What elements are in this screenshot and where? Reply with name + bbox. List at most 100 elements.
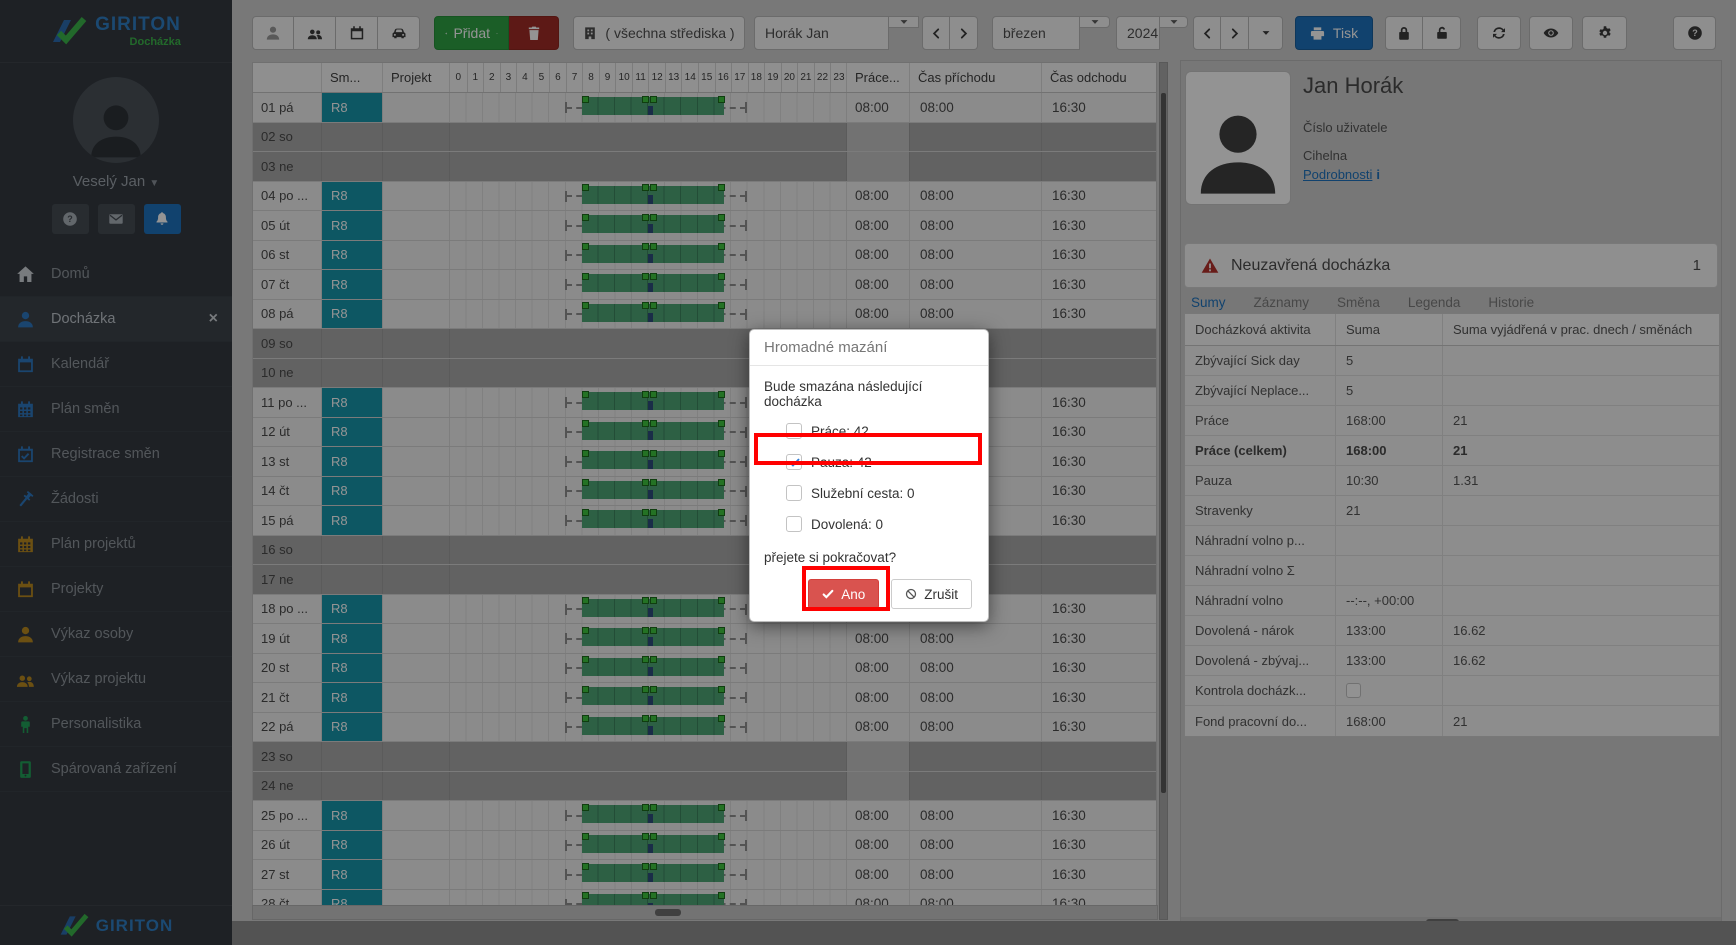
table-row-day-5[interactable]: 05 út R8 08:00 08:00 16:30: [253, 211, 1156, 241]
shift-badge[interactable]: R8: [322, 270, 382, 299]
add-button[interactable]: Přidat: [434, 16, 509, 50]
shift-badge[interactable]: R8: [322, 594, 382, 623]
shift-badge[interactable]: R8: [322, 476, 382, 505]
quick-envelope-button[interactable]: [97, 204, 135, 234]
sidebar-item-projekty[interactable]: Projekty: [0, 567, 232, 612]
timeline-cell[interactable]: [449, 535, 846, 564]
period-options-button[interactable]: [1249, 16, 1283, 50]
shift-badge[interactable]: R8: [322, 624, 382, 653]
shift-badge[interactable]: R8: [322, 93, 382, 122]
shift-badge[interactable]: R8: [322, 388, 382, 417]
timeline-cell[interactable]: [449, 122, 846, 151]
timeline-cell[interactable]: [449, 771, 846, 800]
table-row-day-22[interactable]: 22 pá R8 08:00 08:00 16:30: [253, 712, 1156, 742]
table-row-day-27[interactable]: 27 st R8 08:00 08:00 16:30: [253, 860, 1156, 890]
view-people-button[interactable]: [294, 16, 336, 50]
tab-zaznamy[interactable]: Záznamy: [1253, 295, 1310, 310]
table-row-day-4[interactable]: 04 po ... R8 08:00 08:00 16:30: [253, 181, 1156, 211]
refresh-button[interactable]: [1477, 16, 1521, 50]
person-next-button[interactable]: [950, 16, 978, 50]
person-select[interactable]: Horák Jan: [754, 16, 889, 50]
sidebar-item-personalistika[interactable]: Personalistika: [0, 702, 232, 747]
period-prev-button[interactable]: [1193, 16, 1221, 50]
help-button[interactable]: ?: [1673, 16, 1716, 50]
table-row-day-8[interactable]: 08 pá R8 08:00 08:00 16:30: [253, 299, 1156, 329]
shift-badge[interactable]: R8: [322, 506, 382, 535]
timeline-cell[interactable]: [449, 565, 846, 594]
table-row-day-25[interactable]: 25 po ... R8 08:00 08:00 16:30: [253, 801, 1156, 831]
view-calendar-button[interactable]: [336, 16, 378, 50]
close-icon[interactable]: ×: [208, 310, 218, 327]
shift-badge[interactable]: R8: [322, 447, 382, 476]
timeline-cell[interactable]: [449, 152, 846, 181]
checkbox-unchecked[interactable]: [786, 516, 802, 532]
horizontal-scrollbar[interactable]: [252, 905, 1158, 920]
shift-badge[interactable]: R8: [322, 299, 382, 328]
strediska-filter-button[interactable]: ( všechna střediska ): [573, 16, 745, 50]
sidebar-item-vykaz-osoby[interactable]: Výkaz osoby: [0, 612, 232, 657]
timeline-cell[interactable]: [449, 683, 846, 712]
timeline-cell[interactable]: [449, 624, 846, 653]
table-row-day-7[interactable]: 07 čt R8 08:00 08:00 16:30: [253, 270, 1156, 300]
sidebar-item-dochazka[interactable]: Docházka ×: [0, 297, 232, 342]
sidebar-item-plan-smen[interactable]: Plán směn: [0, 387, 232, 432]
table-row-day-1[interactable]: 01 pá R8 08:00 08:00 16:30: [253, 93, 1156, 123]
table-row-day-24[interactable]: 24 ne: [253, 771, 1156, 801]
vertical-scrollbar-thumb[interactable]: [1161, 93, 1166, 793]
checkbox-checked[interactable]: [786, 454, 802, 470]
timeline-cell[interactable]: [449, 93, 846, 122]
table-row-day-6[interactable]: 06 st R8 08:00 08:00 16:30: [253, 240, 1156, 270]
settings-button[interactable]: [1582, 16, 1627, 50]
sidebar-item-zadosti[interactable]: Žádosti: [0, 477, 232, 522]
checkbox-unchecked[interactable]: [786, 485, 802, 501]
tab-historie[interactable]: Historie: [1488, 295, 1535, 310]
period-next-button[interactable]: [1221, 16, 1249, 50]
year-select-caret[interactable]: [1160, 16, 1188, 28]
summary-checkbox[interactable]: [1346, 683, 1361, 698]
timeline-cell[interactable]: [449, 211, 846, 240]
timeline-cell[interactable]: [449, 240, 846, 269]
current-user-menu[interactable]: Veselý Jan ▼: [0, 173, 232, 190]
tab-legenda[interactable]: Legenda: [1407, 295, 1461, 310]
quick-question-circle-button[interactable]: ?: [51, 204, 89, 234]
view-car-button[interactable]: [378, 16, 420, 50]
sidebar-item-sparovana-zarizeni[interactable]: Spárovaná zařízení: [0, 747, 232, 792]
shift-badge[interactable]: R8: [322, 830, 382, 859]
timeline-cell[interactable]: [449, 270, 846, 299]
shift-badge[interactable]: R8: [322, 712, 382, 741]
sidebar-item-domu[interactable]: Domů: [0, 252, 232, 297]
table-row-day-2[interactable]: 02 so: [253, 122, 1156, 152]
month-select-caret[interactable]: [1080, 16, 1110, 28]
table-row-day-26[interactable]: 26 út R8 08:00 08:00 16:30: [253, 830, 1156, 860]
delete-button[interactable]: [509, 16, 559, 50]
table-row-day-3[interactable]: 03 ne: [253, 152, 1156, 182]
person-select-caret[interactable]: [889, 16, 919, 28]
lock-button[interactable]: [1385, 16, 1423, 50]
person-prev-button[interactable]: [922, 16, 950, 50]
month-select[interactable]: březen: [992, 16, 1080, 50]
vertical-scrollbar[interactable]: [1159, 62, 1168, 920]
print-button[interactable]: Tisk: [1295, 16, 1373, 50]
shift-badge[interactable]: R8: [322, 240, 382, 269]
table-row-day-9[interactable]: 09 so: [253, 329, 1156, 359]
year-select[interactable]: 2024: [1116, 16, 1160, 50]
shift-badge[interactable]: R8: [322, 211, 382, 240]
horizontal-scrollbar-thumb[interactable]: [655, 909, 681, 916]
timeline-cell[interactable]: [449, 801, 846, 830]
timeline-cell[interactable]: [449, 653, 846, 682]
shift-badge[interactable]: R8: [322, 860, 382, 889]
checkbox-unchecked[interactable]: [786, 423, 802, 439]
sidebar-item-vykaz-projektu[interactable]: Výkaz projektu: [0, 657, 232, 702]
visibility-button[interactable]: [1529, 16, 1573, 50]
table-row-day-23[interactable]: 23 so: [253, 742, 1156, 772]
shift-badge[interactable]: R8: [322, 653, 382, 682]
table-row-day-10[interactable]: 10 ne: [253, 358, 1156, 388]
details-link[interactable]: Podrobnosti i: [1303, 167, 1380, 182]
timeline-cell[interactable]: [449, 742, 846, 771]
sidebar-item-registrace-smen[interactable]: Registrace směn: [0, 432, 232, 477]
sidebar-item-plan-projektu[interactable]: Plán projektů: [0, 522, 232, 567]
timeline-cell[interactable]: [449, 712, 846, 741]
table-row-day-19[interactable]: 19 út R8 08:00 08:00 16:30: [253, 624, 1156, 654]
tab-smena[interactable]: Směna: [1337, 295, 1380, 310]
